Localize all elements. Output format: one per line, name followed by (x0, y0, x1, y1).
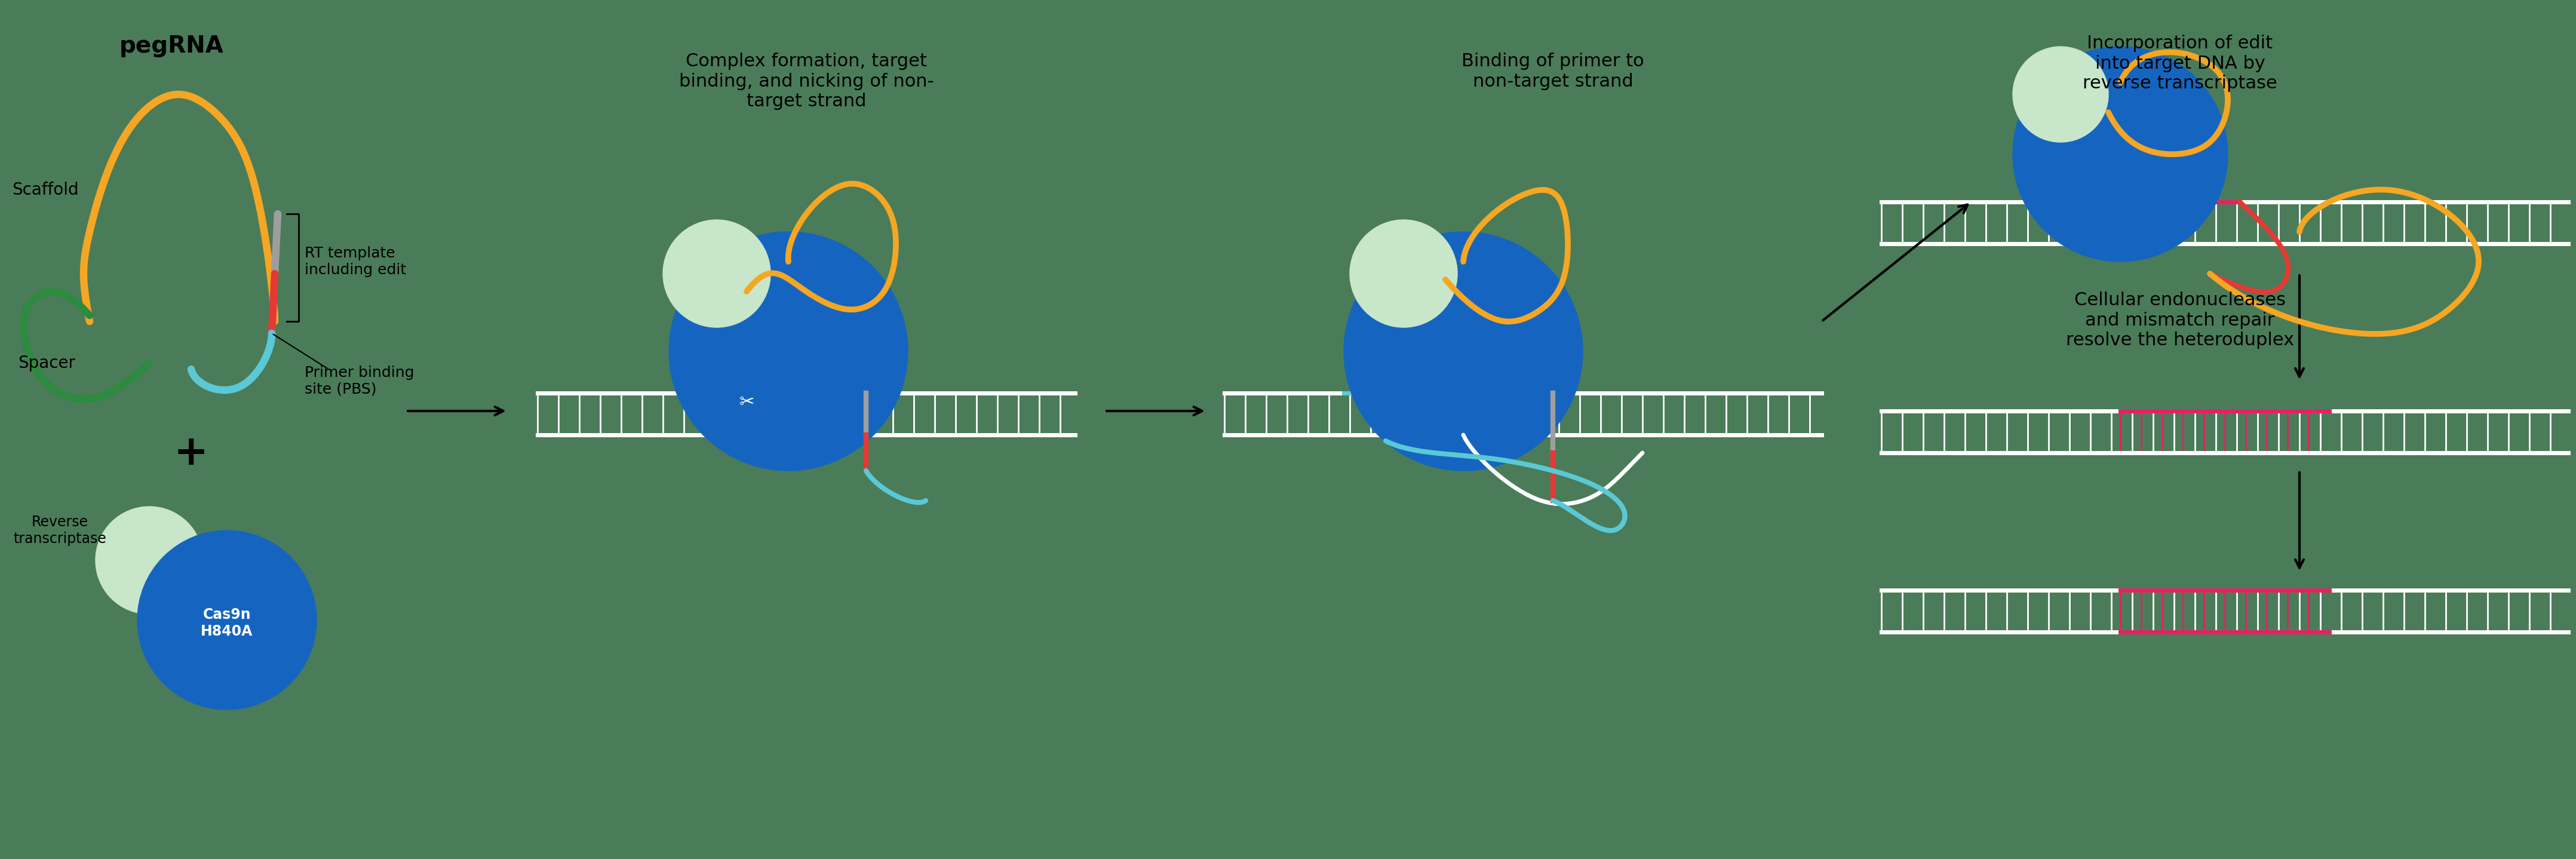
Circle shape (670, 232, 907, 471)
Text: ✂: ✂ (739, 393, 755, 411)
Text: pegRNA: pegRNA (118, 34, 224, 58)
Text: RT template
including edit: RT template including edit (304, 247, 407, 277)
Text: Primer binding
site (PBS): Primer binding site (PBS) (304, 366, 415, 397)
Circle shape (662, 220, 770, 327)
Text: Binding of primer to
non-target strand: Binding of primer to non-target strand (1461, 52, 1643, 90)
Circle shape (137, 531, 317, 710)
Text: Cas9n
H840A: Cas9n H840A (201, 607, 252, 638)
Text: Complex formation, target
binding, and nicking of non-
target strand: Complex formation, target binding, and n… (680, 52, 933, 110)
Circle shape (2012, 46, 2107, 143)
Text: Scaffold: Scaffold (13, 181, 80, 198)
Text: Spacer: Spacer (18, 355, 75, 372)
Circle shape (1345, 232, 1582, 471)
Circle shape (95, 507, 204, 614)
Text: +: + (173, 433, 209, 472)
Circle shape (2012, 46, 2228, 262)
Text: Incorporation of edit
into target DNA by
reverse transcriptase: Incorporation of edit into target DNA by… (2084, 34, 2277, 92)
Circle shape (1350, 220, 1458, 327)
Text: Reverse
transcriptase: Reverse transcriptase (13, 515, 106, 546)
Text: Cellular endonucleases
and mismatch repair
resolve the heteroduplex: Cellular endonucleases and mismatch repa… (2066, 291, 2295, 349)
